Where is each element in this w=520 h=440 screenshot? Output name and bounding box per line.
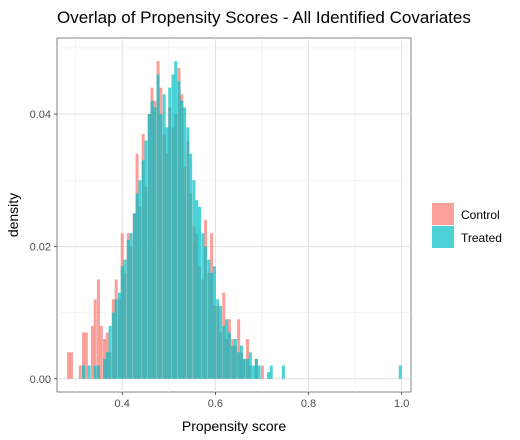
- x-axis-title: Propensity score: [182, 418, 286, 434]
- histogram-bar-control: [84, 332, 88, 379]
- histogram-bar-treated: [195, 200, 199, 379]
- y-tick-label: 0.02: [30, 241, 51, 253]
- histogram-bar-control: [67, 352, 71, 379]
- histogram-bar-treated: [231, 345, 235, 379]
- histogram-bar-treated: [123, 259, 127, 379]
- histogram-bar-treated: [103, 358, 107, 379]
- histogram-bar-treated: [222, 325, 226, 379]
- histogram-bar-treated: [105, 352, 109, 379]
- histogram-bar-treated: [129, 233, 133, 379]
- histogram-bar-treated: [201, 233, 205, 379]
- histogram-bar-treated: [156, 74, 160, 379]
- histogram-bar-treated: [216, 299, 220, 379]
- histogram-bar-treated: [126, 239, 130, 379]
- histogram-bar-treated: [239, 345, 243, 379]
- histogram-bar-treated: [233, 339, 237, 379]
- histogram-bar-treated: [281, 365, 285, 379]
- histogram-bar-treated: [248, 352, 252, 379]
- histogram-bar-treated: [227, 332, 231, 379]
- histogram-bar-treated: [183, 107, 187, 379]
- histogram-bar-treated: [147, 114, 151, 379]
- histogram-bar-treated: [111, 312, 115, 379]
- histogram-bar-treated: [210, 272, 214, 379]
- x-tick-label: 0.6: [208, 398, 223, 410]
- histogram-bar-treated: [257, 365, 261, 379]
- histogram-bar-treated: [108, 325, 112, 379]
- legend-label-treated: Treated: [461, 231, 502, 245]
- histogram-bar-treated: [269, 365, 273, 379]
- histogram-bar-treated: [266, 372, 270, 379]
- histogram-bar-treated: [141, 160, 145, 379]
- histogram-bar-treated: [159, 114, 163, 379]
- legend-key-treated: [432, 226, 454, 248]
- y-tick-label: 0.04: [30, 109, 51, 121]
- histogram-bar-treated: [186, 127, 190, 379]
- histogram-bar-treated: [252, 365, 256, 379]
- histogram-bar-control: [96, 279, 100, 379]
- grid-lines: [57, 38, 411, 392]
- histogram-bar-treated: [204, 246, 208, 379]
- histogram-bar-treated: [192, 180, 196, 379]
- x-tick-label: 1.0: [394, 398, 409, 410]
- histogram-bar-treated: [96, 365, 100, 379]
- histogram-bar-treated: [246, 358, 250, 379]
- histogram-bar-treated: [242, 358, 246, 379]
- histogram-bar-treated: [218, 305, 222, 379]
- histogram-bar-treated: [87, 365, 91, 379]
- y-axis-title: density: [5, 193, 21, 237]
- histogram-bar-treated: [237, 352, 241, 379]
- histogram-bar-treated: [189, 153, 193, 379]
- histogram-bar-treated: [180, 100, 184, 379]
- x-tick-label: 0.4: [115, 398, 130, 410]
- histogram-bar-treated: [82, 365, 86, 379]
- legend-key-control: [432, 203, 454, 225]
- histogram-bar-control: [69, 352, 73, 379]
- histogram-bar-treated: [165, 127, 169, 379]
- histogram-bar-treated: [120, 266, 124, 379]
- histogram-bar-control: [82, 332, 86, 379]
- treated-bars: [82, 61, 402, 379]
- x-tick-label: 0.8: [301, 398, 316, 410]
- histogram-bar-treated: [398, 365, 402, 379]
- histogram-bar-treated: [212, 266, 216, 379]
- histogram-bar-treated: [93, 365, 97, 379]
- histogram-bar-treated: [144, 140, 148, 379]
- histogram-bar-control: [260, 365, 264, 379]
- histogram-bar-treated: [117, 292, 121, 379]
- x-axis-ticks: 0.4 0.6 0.8 1.0: [115, 392, 409, 410]
- histogram-bar-treated: [153, 107, 157, 379]
- histogram-bar-treated: [132, 213, 136, 379]
- histogram-bar-treated: [254, 358, 258, 379]
- histogram-bar-control: [90, 325, 94, 379]
- chart-title: Overlap of Propensity Scores - All Ident…: [57, 8, 471, 27]
- legend: Control Treated: [432, 203, 502, 248]
- histogram-bar-control: [78, 365, 82, 379]
- histogram-bar-treated: [207, 259, 211, 379]
- histogram-bar-treated: [150, 100, 154, 379]
- histogram-bar-treated: [114, 299, 118, 379]
- histogram-bar-control: [237, 319, 241, 379]
- histogram-bar-treated: [162, 94, 166, 379]
- histogram-bar-control: [93, 299, 97, 379]
- legend-label-control: Control: [461, 208, 500, 222]
- y-tick-label: 0.00: [30, 374, 51, 386]
- histogram-bar-treated: [174, 61, 178, 379]
- histogram-bar-treated: [135, 193, 139, 379]
- histogram-bar-treated: [171, 74, 175, 379]
- y-axis-ticks: 0.00 0.02 0.04: [30, 109, 57, 386]
- histogram-bar-treated: [225, 319, 229, 379]
- histogram-bar-treated: [198, 206, 202, 379]
- histogram-bar-treated: [138, 180, 142, 379]
- histogram-bar-treated: [177, 81, 181, 379]
- histogram-bar-treated: [168, 87, 172, 379]
- histogram-bar-control: [99, 325, 103, 379]
